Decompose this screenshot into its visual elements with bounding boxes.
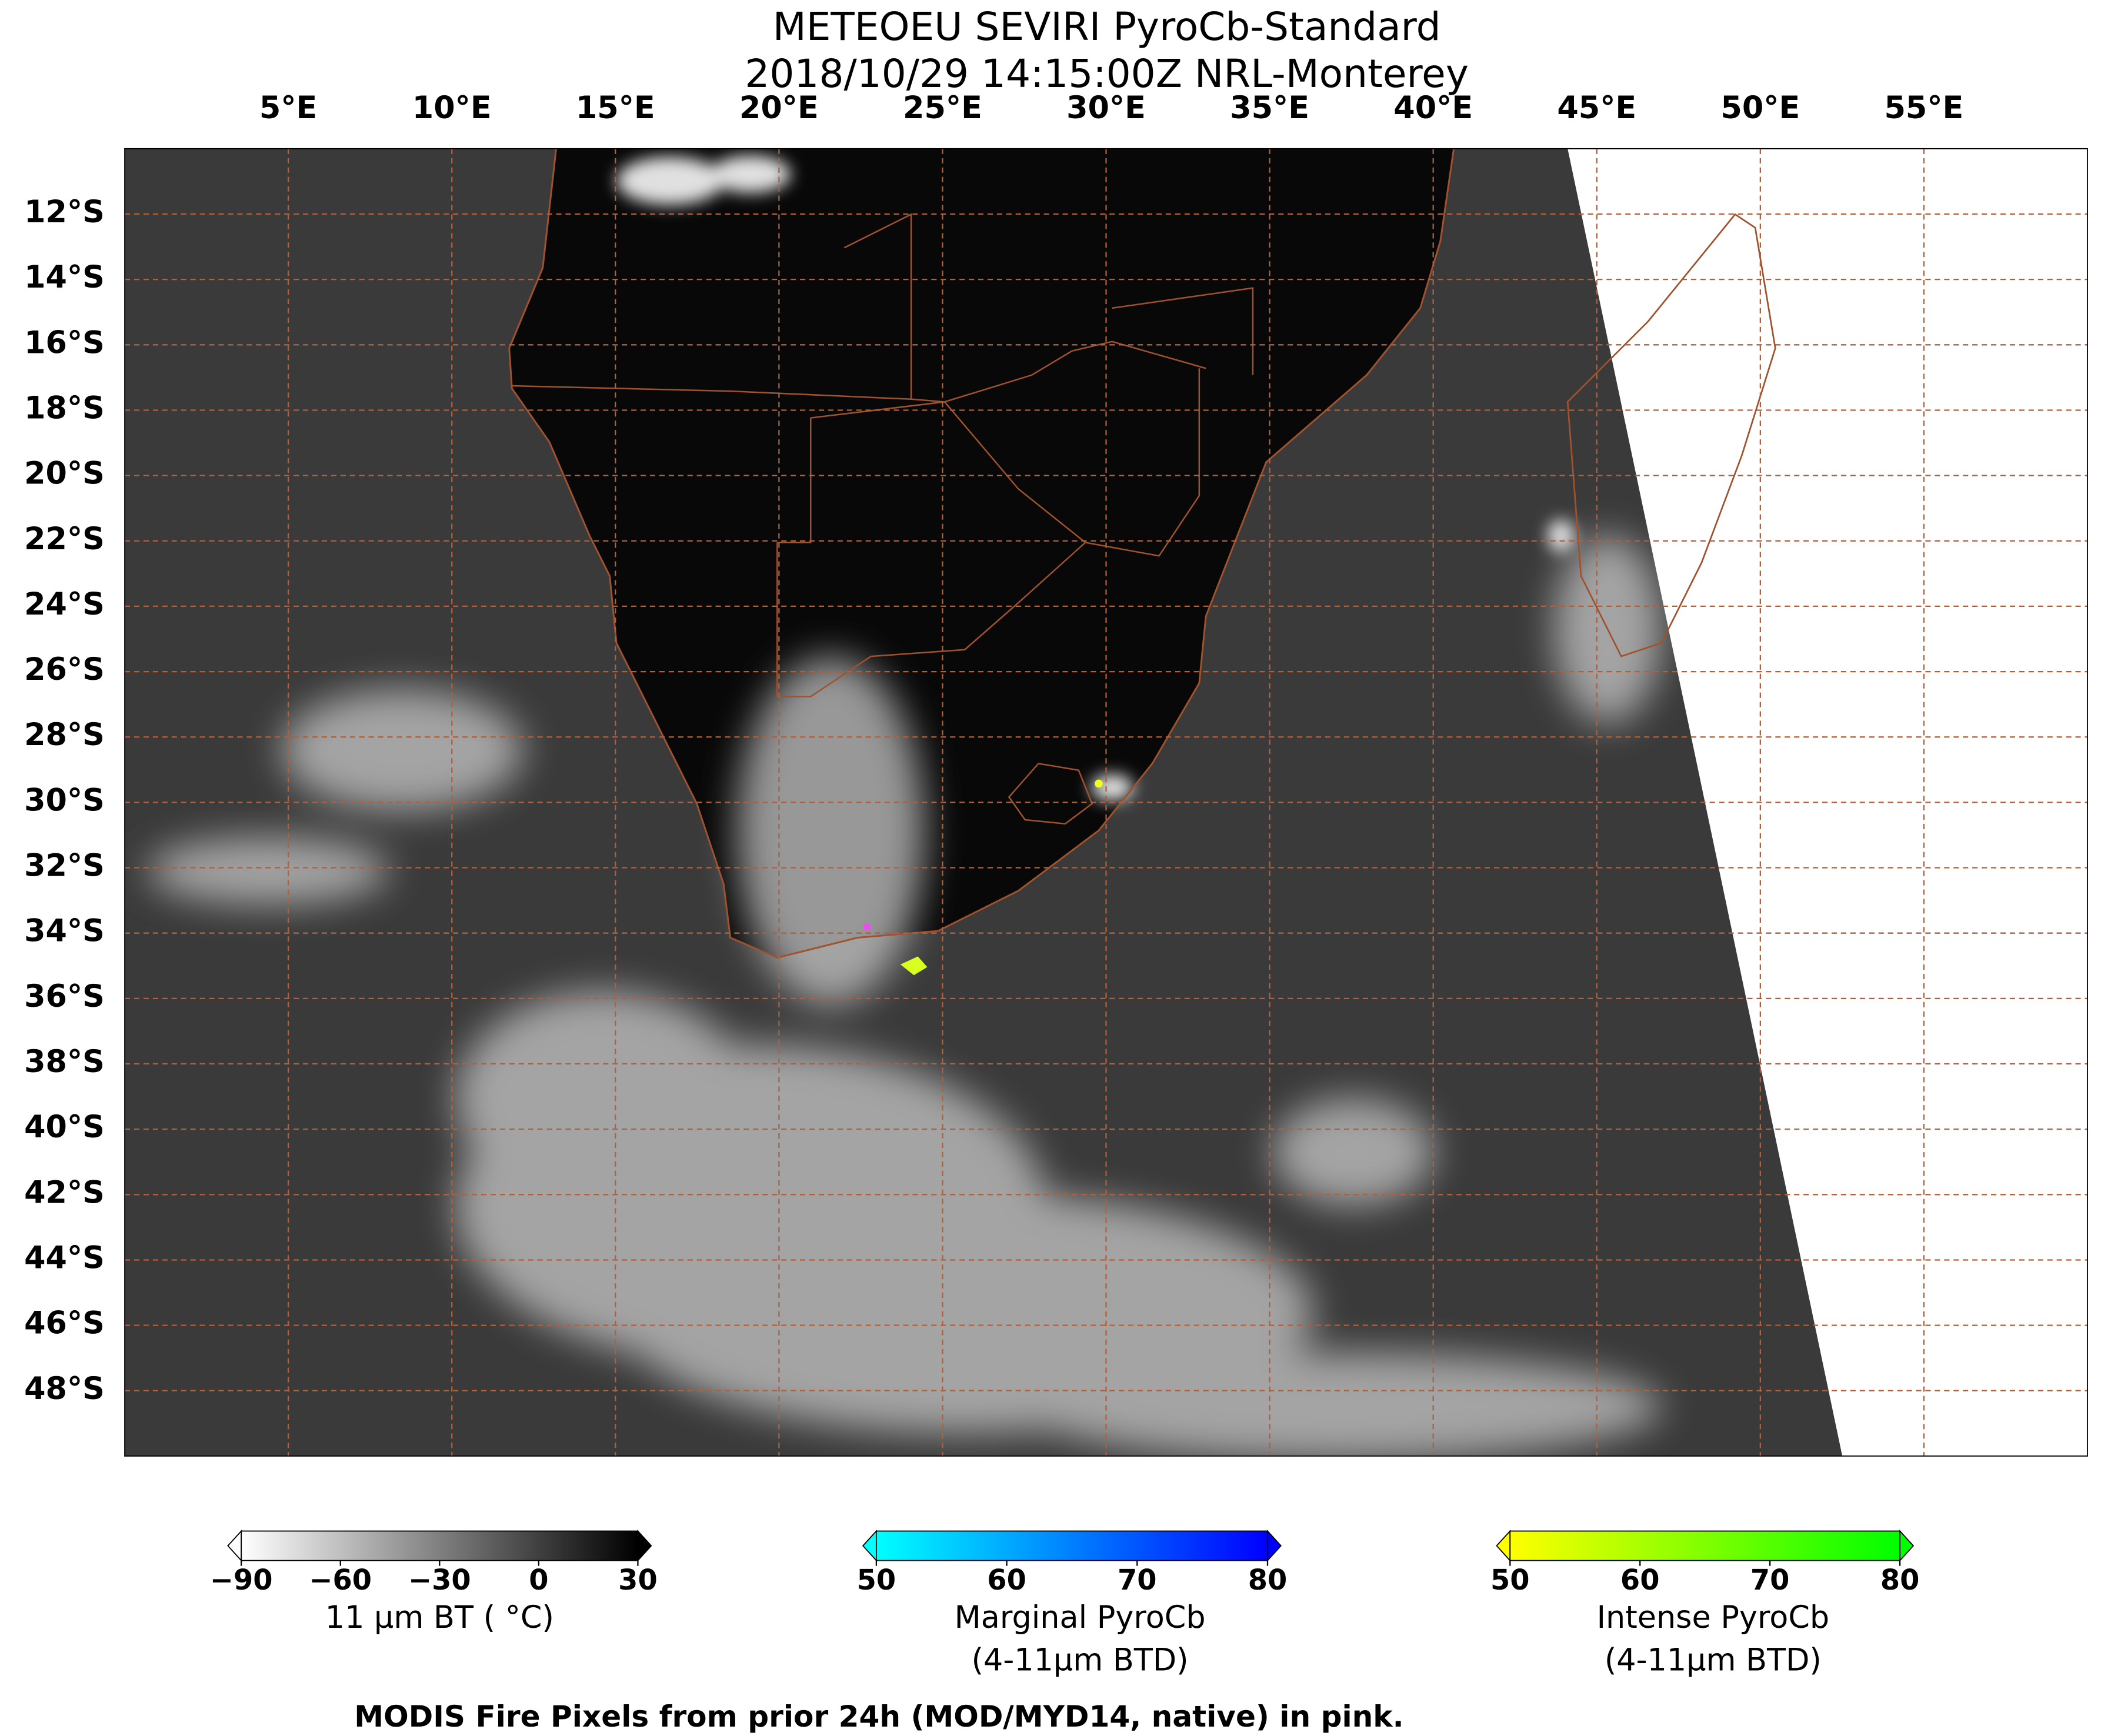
colorbar-tick-label: 70 (1118, 1564, 1157, 1597)
colorbar-label: 11 μm BT ( °C) (325, 1600, 554, 1635)
intense-pyrocb-spot (1095, 779, 1103, 788)
graticule (125, 148, 2087, 1456)
lon-label: 30°E (1066, 90, 1146, 126)
colorbar-label: Intense PyroCb (1597, 1600, 1830, 1635)
lat-label: 20°S (24, 456, 105, 492)
lon-label: 35°E (1230, 90, 1309, 126)
borders (512, 213, 1254, 697)
lat-label: 36°S (24, 979, 105, 1014)
madagascar-coastline (1566, 213, 1776, 657)
lat-label: 14°S (24, 259, 105, 295)
lon-label: 5°E (259, 90, 317, 126)
colorbar-tick-label: 30 (618, 1564, 658, 1597)
colorbar-label: Marginal PyroCb (955, 1600, 1206, 1635)
colorbar-label: (4-11μm BTD) (1605, 1642, 1822, 1678)
colorbar (241, 1530, 639, 1561)
colorbar (1509, 1530, 1901, 1561)
colorbar-max-extension (637, 1530, 652, 1562)
lon-label: 20°E (739, 90, 819, 126)
fire-pixel (863, 923, 871, 930)
lon-label: 50°E (1720, 90, 1800, 126)
lon-label: 40°E (1393, 90, 1473, 126)
lat-label: 48°S (24, 1371, 105, 1407)
colorbar-tick-label: 50 (1490, 1564, 1530, 1597)
colorbar (875, 1530, 1268, 1561)
clouds (147, 536, 1662, 1456)
lon-label: 15°E (576, 90, 655, 126)
lat-label: 38°S (24, 1044, 105, 1080)
colorbar-max-extension (1899, 1530, 1915, 1562)
lon-label: 25°E (903, 90, 982, 126)
colorbar-tick-label: 80 (1248, 1564, 1288, 1597)
colorbar-tick-label: 80 (1880, 1564, 1920, 1597)
lat-label: 44°S (24, 1240, 105, 1276)
coastline (508, 148, 1455, 959)
lat-label: 30°S (24, 782, 105, 818)
lon-label: 55°E (1884, 90, 1963, 126)
colorbar-max-extension (1267, 1530, 1282, 1562)
lon-label: 45°E (1557, 90, 1636, 126)
colorbar-tick-label: 0 (529, 1564, 548, 1597)
colorbar-label: (4-11μm BTD) (972, 1642, 1189, 1678)
land-mass (509, 148, 1454, 958)
lat-label: 18°S (24, 390, 105, 426)
lat-label: 12°S (24, 194, 105, 230)
map-frame (124, 148, 2088, 1457)
footer: MODIS Fire Pixels from prior 24h (MOD/MY… (354, 1699, 1403, 1734)
colorbar-tick-label: 60 (987, 1564, 1026, 1597)
colorbar-tick-label: 60 (1620, 1564, 1660, 1597)
lat-label: 16°S (24, 325, 105, 360)
title-line-2: 2018/10/29 14:15:00Z NRL-Monterey (745, 51, 1469, 96)
lon-label: 10°E (412, 90, 492, 126)
lat-label: 42°S (24, 1174, 105, 1210)
lat-label: 34°S (24, 913, 105, 949)
lat-label: 24°S (24, 586, 105, 622)
title-line-1: METEOEU SEVIRI PyroCb-Standard (773, 4, 1441, 49)
lat-label: 26°S (24, 652, 105, 687)
colorbar-tick-label: 70 (1750, 1564, 1790, 1597)
colorbar-tick-label: −60 (309, 1564, 372, 1597)
colorbar-tick-label: −30 (408, 1564, 471, 1597)
colorbar-min-extension (862, 1530, 877, 1562)
colorbar-tick-label: −90 (210, 1564, 273, 1597)
lesotho-border (1008, 762, 1093, 825)
colorbar-tick-label: 50 (857, 1564, 896, 1597)
lat-label: 22°S (24, 521, 105, 557)
lat-label: 32°S (24, 848, 105, 884)
lat-label: 40°S (24, 1109, 105, 1145)
lat-label: 46°S (24, 1306, 105, 1341)
intense-pyrocb-spot (900, 956, 928, 976)
colorbar-min-extension (227, 1530, 242, 1562)
lat-label: 28°S (24, 717, 105, 753)
colorbar-min-extension (1496, 1530, 1511, 1562)
